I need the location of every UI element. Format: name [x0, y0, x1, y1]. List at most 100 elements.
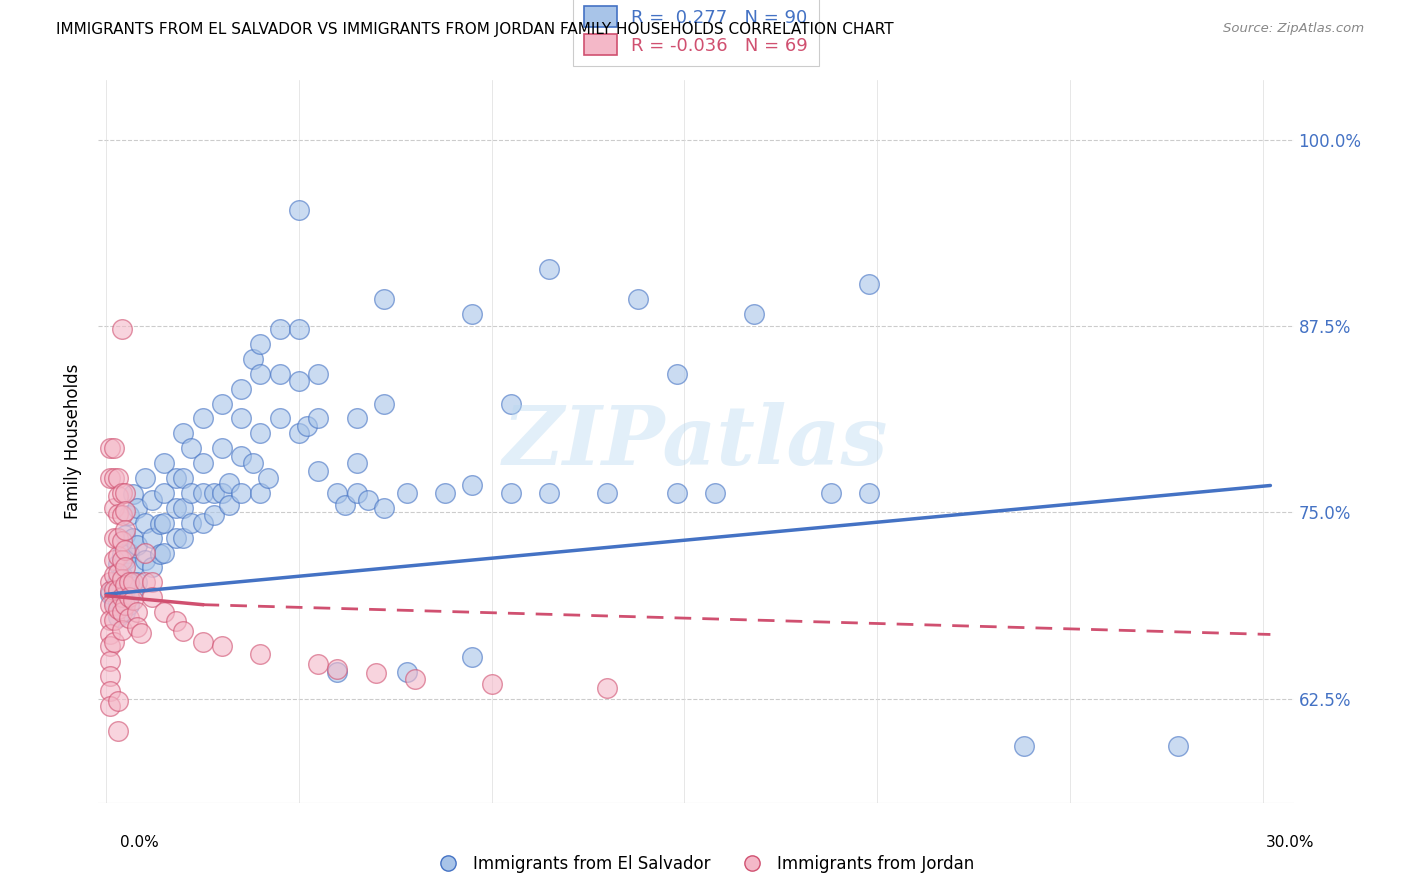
Text: IMMIGRANTS FROM EL SALVADOR VS IMMIGRANTS FROM JORDAN FAMILY HOUSEHOLDS CORRELAT: IMMIGRANTS FROM EL SALVADOR VS IMMIGRANT… [56, 22, 894, 37]
Point [141, 591, 163, 605]
Point [110, 591, 132, 605]
Point [165, 500, 187, 515]
Point [218, 498, 240, 512]
Point [103, 582, 125, 597]
Point [269, 322, 291, 336]
Text: Source: ZipAtlas.com: Source: ZipAtlas.com [1223, 22, 1364, 36]
Point [125, 620, 148, 634]
Point [114, 553, 136, 567]
Point [118, 545, 141, 559]
Point [242, 456, 264, 470]
Point [118, 598, 141, 612]
Point [242, 351, 264, 366]
Point [211, 442, 233, 456]
Point [333, 498, 356, 512]
Point [98, 613, 121, 627]
Point [107, 549, 129, 563]
Point [165, 614, 187, 628]
Point [103, 595, 125, 609]
Point [107, 602, 129, 616]
Point [134, 553, 156, 567]
Point [98, 627, 121, 641]
Point [153, 456, 176, 470]
Point [858, 277, 880, 292]
Point [461, 307, 484, 321]
Point [107, 489, 129, 503]
Point [141, 560, 163, 574]
Point [98, 442, 121, 456]
Point [114, 486, 136, 500]
Point [153, 545, 176, 559]
Point [107, 582, 129, 597]
Point [125, 500, 148, 515]
Point [118, 591, 141, 605]
Point [103, 580, 125, 594]
Point [98, 598, 121, 612]
Point [538, 486, 561, 500]
Point [249, 486, 271, 500]
Point [118, 508, 141, 523]
Text: 0.0%: 0.0% [120, 836, 159, 850]
Text: 30.0%: 30.0% [1267, 836, 1315, 850]
Legend: Immigrants from El Salvador, Immigrants from Jordan: Immigrants from El Salvador, Immigrants … [425, 848, 981, 880]
Point [395, 665, 418, 679]
Point [499, 396, 522, 410]
Point [110, 623, 132, 637]
Point [172, 500, 194, 515]
Point [122, 593, 145, 607]
Point [1167, 739, 1189, 754]
Point [191, 456, 214, 470]
Point [434, 486, 457, 500]
Point [114, 578, 136, 592]
Point [288, 202, 311, 217]
Point [180, 442, 202, 456]
Point [134, 516, 156, 530]
Point [107, 694, 129, 708]
Point [172, 624, 194, 639]
Point [165, 471, 187, 485]
Point [122, 575, 145, 590]
Point [134, 471, 156, 485]
Point [98, 640, 121, 654]
Point [180, 486, 202, 500]
Point [110, 533, 132, 548]
Point [141, 493, 163, 508]
Point [596, 486, 619, 500]
Point [110, 584, 132, 599]
Point [665, 367, 688, 381]
Point [110, 598, 132, 612]
Point [134, 545, 156, 559]
Point [103, 613, 125, 627]
Legend: R =  0.277   N = 90, R = -0.036   N = 69: R = 0.277 N = 90, R = -0.036 N = 69 [574, 0, 818, 66]
Point [107, 572, 129, 586]
Point [110, 553, 132, 567]
Point [114, 527, 136, 541]
Point [211, 640, 233, 654]
Point [110, 508, 132, 523]
Y-axis label: Family Households: Family Households [65, 364, 83, 519]
Point [404, 672, 426, 686]
Point [249, 647, 271, 661]
Point [858, 486, 880, 500]
Point [107, 724, 129, 739]
Point [481, 676, 503, 690]
Point [114, 560, 136, 574]
Point [98, 684, 121, 698]
Point [103, 500, 125, 515]
Point [172, 471, 194, 485]
Point [704, 486, 727, 500]
Point [596, 681, 619, 695]
Point [129, 626, 152, 640]
Point [627, 293, 650, 307]
Point [191, 635, 214, 649]
Point [326, 662, 349, 676]
Point [373, 500, 395, 515]
Point [269, 411, 291, 425]
Point [107, 595, 129, 609]
Point [114, 598, 136, 612]
Point [461, 478, 484, 492]
Point [114, 504, 136, 518]
Point [114, 523, 136, 537]
Point [288, 374, 311, 388]
Point [180, 516, 202, 530]
